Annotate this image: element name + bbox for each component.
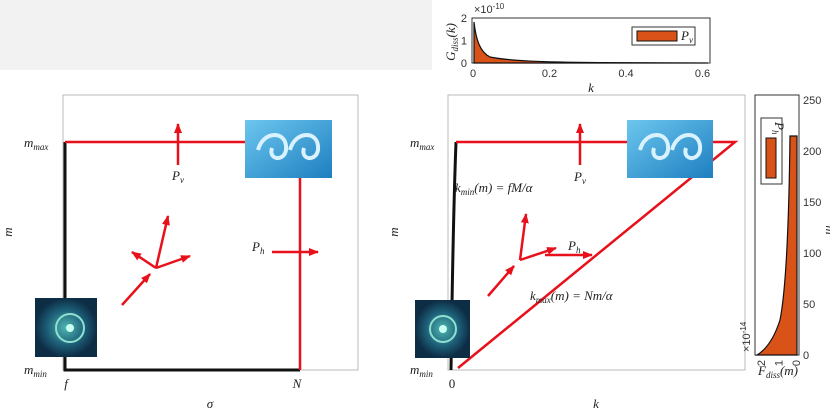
x-start: f	[64, 376, 70, 391]
cascade-arrow	[121, 273, 151, 306]
kmax-equation: kmax(m) = Nm/α	[530, 288, 614, 305]
side-inset: Ph ×10-14 m Fdiss(m)	[739, 94, 830, 380]
black-boundary	[63, 142, 300, 372]
x-tick-label: 0.6	[695, 68, 710, 80]
y-tick-label: 0	[461, 58, 467, 70]
y-label: m	[823, 225, 830, 234]
x-tick-label: 1	[774, 360, 786, 366]
legend-swatch	[636, 30, 678, 42]
curve-area	[473, 21, 709, 64]
x-tick-label: 0.4	[618, 68, 633, 80]
ph-label: Ph	[567, 238, 581, 255]
kmin-equation: kmin(m) = fM/α	[455, 180, 534, 197]
x-end: N	[292, 376, 303, 391]
y-label: m	[386, 227, 401, 236]
wave-image	[245, 120, 332, 178]
curve-area	[754, 135, 798, 356]
x-start: 0	[449, 376, 456, 391]
legend-label: Ph	[770, 121, 787, 135]
cascade-arrow	[518, 213, 529, 261]
cascade-arrow	[131, 250, 157, 270]
cascade-arrow	[154, 215, 170, 269]
vortex-image	[415, 300, 470, 358]
cascade-arrow	[487, 265, 515, 297]
y-label: m	[0, 227, 15, 236]
y-tick-label: 100	[803, 248, 821, 260]
y-tick-label: 0	[803, 350, 809, 362]
left-panel: mmax mmin m f N σ Pv Ph	[0, 94, 359, 411]
pv-label: Pv	[573, 169, 586, 186]
y-tick-label: 50	[803, 299, 815, 311]
y-label: Gdiss(k)	[443, 23, 460, 61]
vortex-image	[35, 298, 97, 357]
exponent: ×10-14	[739, 321, 753, 352]
y-tick-label: 2	[461, 13, 467, 25]
y-tick-label: 250	[803, 95, 821, 107]
pv-label: Pv	[171, 168, 184, 185]
x-label: Fdiss(m)	[757, 363, 798, 380]
y-tick-label: 1	[461, 36, 467, 48]
wave-image	[627, 120, 713, 178]
legend-label: Pv	[680, 28, 693, 45]
red-boundary	[456, 140, 739, 369]
x-label: k	[588, 80, 594, 95]
x-label: k	[593, 396, 599, 411]
m-max: mmax	[24, 135, 48, 152]
exponent: ×10-10	[474, 2, 505, 16]
y-tick-label: 200	[803, 146, 821, 158]
cascade-arrow	[155, 254, 191, 270]
y-tick-label: 150	[803, 197, 821, 209]
ph-label: Ph	[251, 239, 265, 256]
background-band	[0, 0, 432, 70]
x-tick-label: 2	[756, 360, 768, 366]
x-tick-label: 0	[470, 68, 476, 80]
top-inset: Pv ×10-10 Gdiss(k) k	[443, 2, 711, 95]
m-min: mmin	[410, 362, 433, 379]
x-tick-label: 0.2	[542, 68, 557, 80]
cascade-arrow	[519, 246, 557, 262]
legend-swatch	[765, 137, 777, 179]
m-min: mmin	[24, 362, 47, 379]
x-label: σ	[207, 396, 214, 411]
x-tick-label: 0	[791, 360, 803, 366]
panel-frame	[447, 94, 746, 371]
right-panel: mmax mmin m 0 k kmin(m) = fM/α kmax(m) =…	[386, 94, 746, 411]
m-max: mmax	[410, 135, 434, 152]
